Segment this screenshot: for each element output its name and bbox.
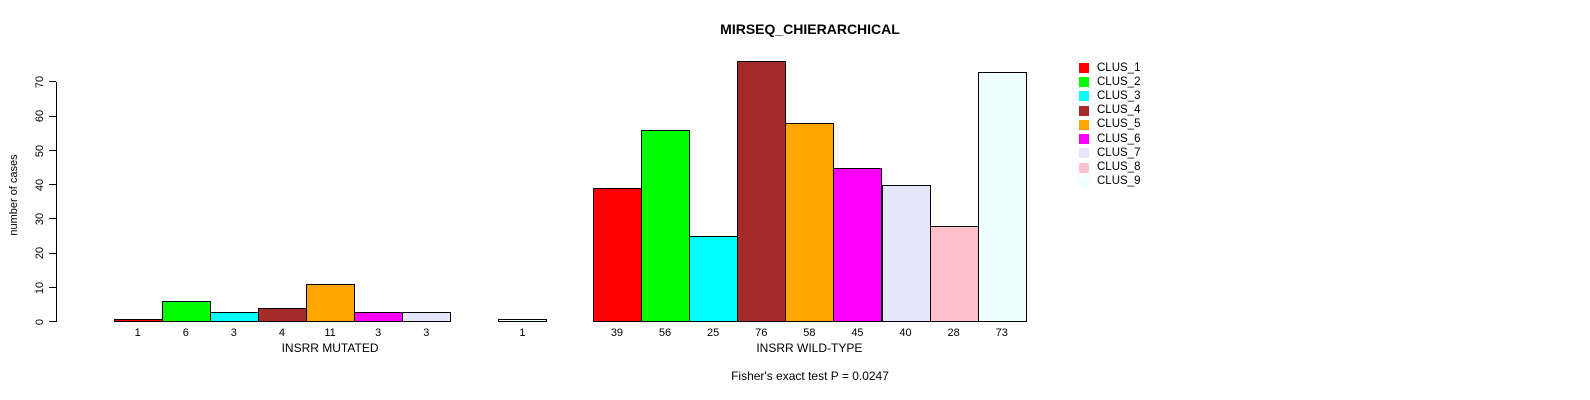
y-axis-tick-label: 0 (34, 318, 46, 326)
legend-swatch-clus-4 (1079, 105, 1089, 116)
y-axis-tick (49, 115, 56, 117)
legend-label: CLUS_1 (1097, 61, 1141, 74)
y-axis-tick (49, 184, 56, 186)
legend-label: CLUS_8 (1097, 161, 1141, 174)
bar-value-label: 56 (658, 327, 672, 339)
y-axis-line (56, 82, 57, 322)
legend-swatch-clus-6 (1079, 134, 1089, 145)
bar-value-label: 4 (278, 327, 285, 339)
bar-clus-3 (209, 311, 259, 322)
bar-clus-3 (689, 236, 739, 322)
y-axis-tick (49, 81, 56, 83)
legend-swatch-clus-8 (1079, 162, 1089, 173)
bar-value-label: 11 (324, 327, 336, 339)
bar-value-label: 58 (803, 327, 816, 339)
legend-swatch-clus-5 (1079, 119, 1089, 130)
bar-value-label: 73 (995, 327, 1008, 339)
y-axis-tick-label: 50 (34, 144, 46, 157)
y-axis-tick (49, 149, 56, 151)
bar-value-label: 25 (707, 327, 720, 339)
y-axis-tick-label: 70 (34, 75, 46, 89)
y-axis-title: number of cases (8, 154, 20, 236)
legend-swatch-clus-1 (1079, 63, 1089, 73)
chart-title: MIRSEQ_CHIERARCHICAL (720, 21, 900, 37)
y-axis-tick-label: 30 (34, 213, 46, 226)
legend-label: CLUS_5 (1097, 118, 1141, 131)
legend-label: CLUS_4 (1097, 104, 1141, 117)
bar-clus-7 (402, 311, 452, 322)
legend-label: CLUS_3 (1097, 89, 1141, 102)
bar-value-label: 3 (423, 327, 430, 339)
y-axis-tick-label: 40 (34, 178, 46, 191)
bar-value-label: 1 (519, 327, 526, 339)
bar-value-label: 28 (947, 327, 960, 339)
bar-clus-7 (881, 184, 931, 322)
bar-clus-9 (498, 318, 548, 322)
x-axis-group-label: INSRR WILD-TYPE (756, 341, 863, 355)
bar-clus-6 (833, 167, 883, 322)
x-axis-group-label: INSRR MUTATED (281, 341, 379, 355)
legend-swatch-clus-9 (1079, 176, 1089, 187)
bar-value-label: 1 (134, 327, 141, 339)
legend-swatch-clus-3 (1079, 91, 1089, 102)
legend-label: CLUS_6 (1097, 132, 1141, 145)
legend-swatch-clus-7 (1079, 148, 1089, 159)
bar-value-label: 39 (610, 327, 624, 339)
bar-clus-1 (113, 318, 163, 322)
bar-clus-2 (161, 301, 211, 322)
fisher-test-annotation: Fisher's exact test P = 0.0247 (731, 369, 889, 383)
legend-swatch-clus-2 (1079, 77, 1089, 88)
y-axis-tick (49, 252, 56, 254)
bar-value-label: 3 (375, 327, 382, 339)
y-axis-tick (49, 321, 56, 323)
bar-value-label: 3 (230, 327, 237, 339)
bar-value-label: 76 (755, 327, 768, 339)
bar-clus-2 (641, 130, 691, 322)
legend-label: CLUS_9 (1097, 175, 1141, 188)
legend-label: CLUS_2 (1097, 75, 1141, 88)
bar-value-label: 6 (182, 327, 189, 339)
bar-clus-5 (785, 123, 835, 322)
bar-clus-4 (737, 61, 787, 322)
y-axis-tick-label: 10 (34, 281, 46, 294)
bar-clus-5 (306, 284, 356, 322)
y-axis-tick-label: 20 (34, 247, 46, 260)
y-axis-tick-label: 60 (34, 110, 46, 123)
y-axis-tick (49, 286, 56, 288)
bar-value-label: 40 (899, 327, 912, 339)
bar-clus-8 (929, 226, 979, 322)
bar-value-label: 45 (851, 327, 864, 339)
bar-clus-4 (257, 308, 307, 322)
y-axis-tick (49, 218, 56, 220)
bar-clus-6 (354, 311, 404, 322)
legend-label: CLUS_7 (1097, 146, 1141, 159)
bar-clus-1 (592, 188, 642, 322)
bar-clus-9 (977, 71, 1027, 322)
